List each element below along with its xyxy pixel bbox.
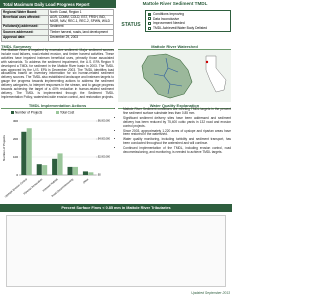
bar xyxy=(67,166,73,175)
info-row: Beneficial uses affected: AGR, COMM, COLD… xyxy=(0,14,114,25)
bar xyxy=(88,172,94,175)
info-grid: Regional Water Board: North Coast, Region… xyxy=(0,9,114,42)
bullet: Significant sediment delivery sites have… xyxy=(123,116,231,129)
fines-chart-area xyxy=(6,215,226,287)
info-key: Approval date: xyxy=(0,35,50,42)
info-value: December 29, 2003 xyxy=(48,35,114,42)
fines-heading: Percent Surface Fines < 0.85 mm in Matto… xyxy=(0,204,232,212)
implementation-heading: TMDL Implementation Actions xyxy=(1,103,114,109)
summary-heading: TMDL Summary xyxy=(1,44,114,50)
y-tick-label: 200 xyxy=(13,137,18,141)
y2-tick-label: $2,000,000 xyxy=(98,156,111,159)
status-option: Data Inconclusive xyxy=(148,17,228,22)
map-heading: Mattole River Watershed xyxy=(118,44,231,50)
explanation: Mattole River Sediment conditions are me… xyxy=(118,107,231,156)
status-text: Improvement Needed xyxy=(153,21,185,26)
implementation-chart: Number of Projects Total Cost 0 100 200 300 $0… xyxy=(2,111,111,199)
info-table: Regional Water Board: North Coast, Region… xyxy=(0,9,114,42)
y-tick-label: 300 xyxy=(13,119,18,123)
info-value: Sediment xyxy=(48,23,114,31)
status-text: Conditions Improving xyxy=(153,12,184,16)
bar xyxy=(82,171,88,175)
bullet-list: Mattole River Sediment conditions are me… xyxy=(118,107,231,155)
bullet: Continued implementation of the TMDL, in… xyxy=(123,146,231,155)
bar xyxy=(26,128,32,175)
y-tick-label: 100 xyxy=(13,155,18,159)
map xyxy=(118,50,231,102)
status-option: Improvement Needed xyxy=(148,21,228,26)
checkbox xyxy=(148,26,151,30)
bar xyxy=(57,153,63,175)
bullet: Water quality monitoring, including turb… xyxy=(123,137,231,146)
legend-label: Total Cost xyxy=(60,111,74,115)
watershed xyxy=(141,53,193,99)
status-text: TMDL Achieved/Water Body Delisted xyxy=(153,25,207,30)
explanation-heading: Water Quality Explanation xyxy=(118,103,231,109)
legend-label: Number of Projects xyxy=(15,111,43,115)
info-value: AGR, COMM, COLD, EST, FRSH, IND, MIGR, N… xyxy=(48,14,114,25)
y2-tick-label: $0 xyxy=(98,174,101,177)
status-box: Conditions Improving Data Inconclusive Imp… xyxy=(145,10,231,33)
checkbox xyxy=(148,12,151,16)
state-outline xyxy=(205,55,227,93)
report-title: Total Maximum Daily Load Progress Report xyxy=(0,0,116,8)
bar xyxy=(72,166,78,175)
updated: Updated September 2013 xyxy=(191,291,230,295)
bullet: Since 2003, approximately 1,220 acres of… xyxy=(123,129,231,138)
status-option: Conditions Improving xyxy=(148,12,228,17)
y-tick-label: 0 xyxy=(16,173,18,177)
status-text: Data Inconclusive xyxy=(153,16,180,21)
summary-text: The Mattole River is impaired by excessi… xyxy=(1,48,114,99)
bar xyxy=(21,131,27,175)
river xyxy=(153,57,183,95)
page: {"header": {"title": "Total Maximum Dail… xyxy=(0,0,232,300)
legend-swatch xyxy=(11,111,14,114)
tmdl-title: Mattole River Sediment TMDL xyxy=(142,1,208,6)
status-label: STATUS xyxy=(121,22,141,28)
x-tick-label: Other xyxy=(82,177,90,184)
info-key: Beneficial uses affected: xyxy=(0,14,50,25)
legend-swatch xyxy=(56,111,59,114)
info-row: Approval date: December 29, 2003 xyxy=(0,35,114,42)
bar xyxy=(36,164,42,175)
bullet: Mattole River Sediment conditions are me… xyxy=(123,107,231,116)
checkbox xyxy=(148,21,151,25)
status-option: TMDL Achieved/Water Body Delisted xyxy=(148,26,228,31)
y2-tick-label: $4,000,000 xyxy=(98,138,111,141)
y2-tick-label: $6,000,000 xyxy=(98,120,111,123)
info-key: Pollutant(s) addressed: xyxy=(0,23,50,31)
y-axis-label: Number of Projects xyxy=(2,135,6,161)
info-row: Pollutant(s) addressed: Sediment xyxy=(0,23,114,31)
checkbox xyxy=(148,17,151,21)
location-marker xyxy=(205,60,209,64)
bar xyxy=(42,165,48,175)
bar xyxy=(52,158,58,175)
